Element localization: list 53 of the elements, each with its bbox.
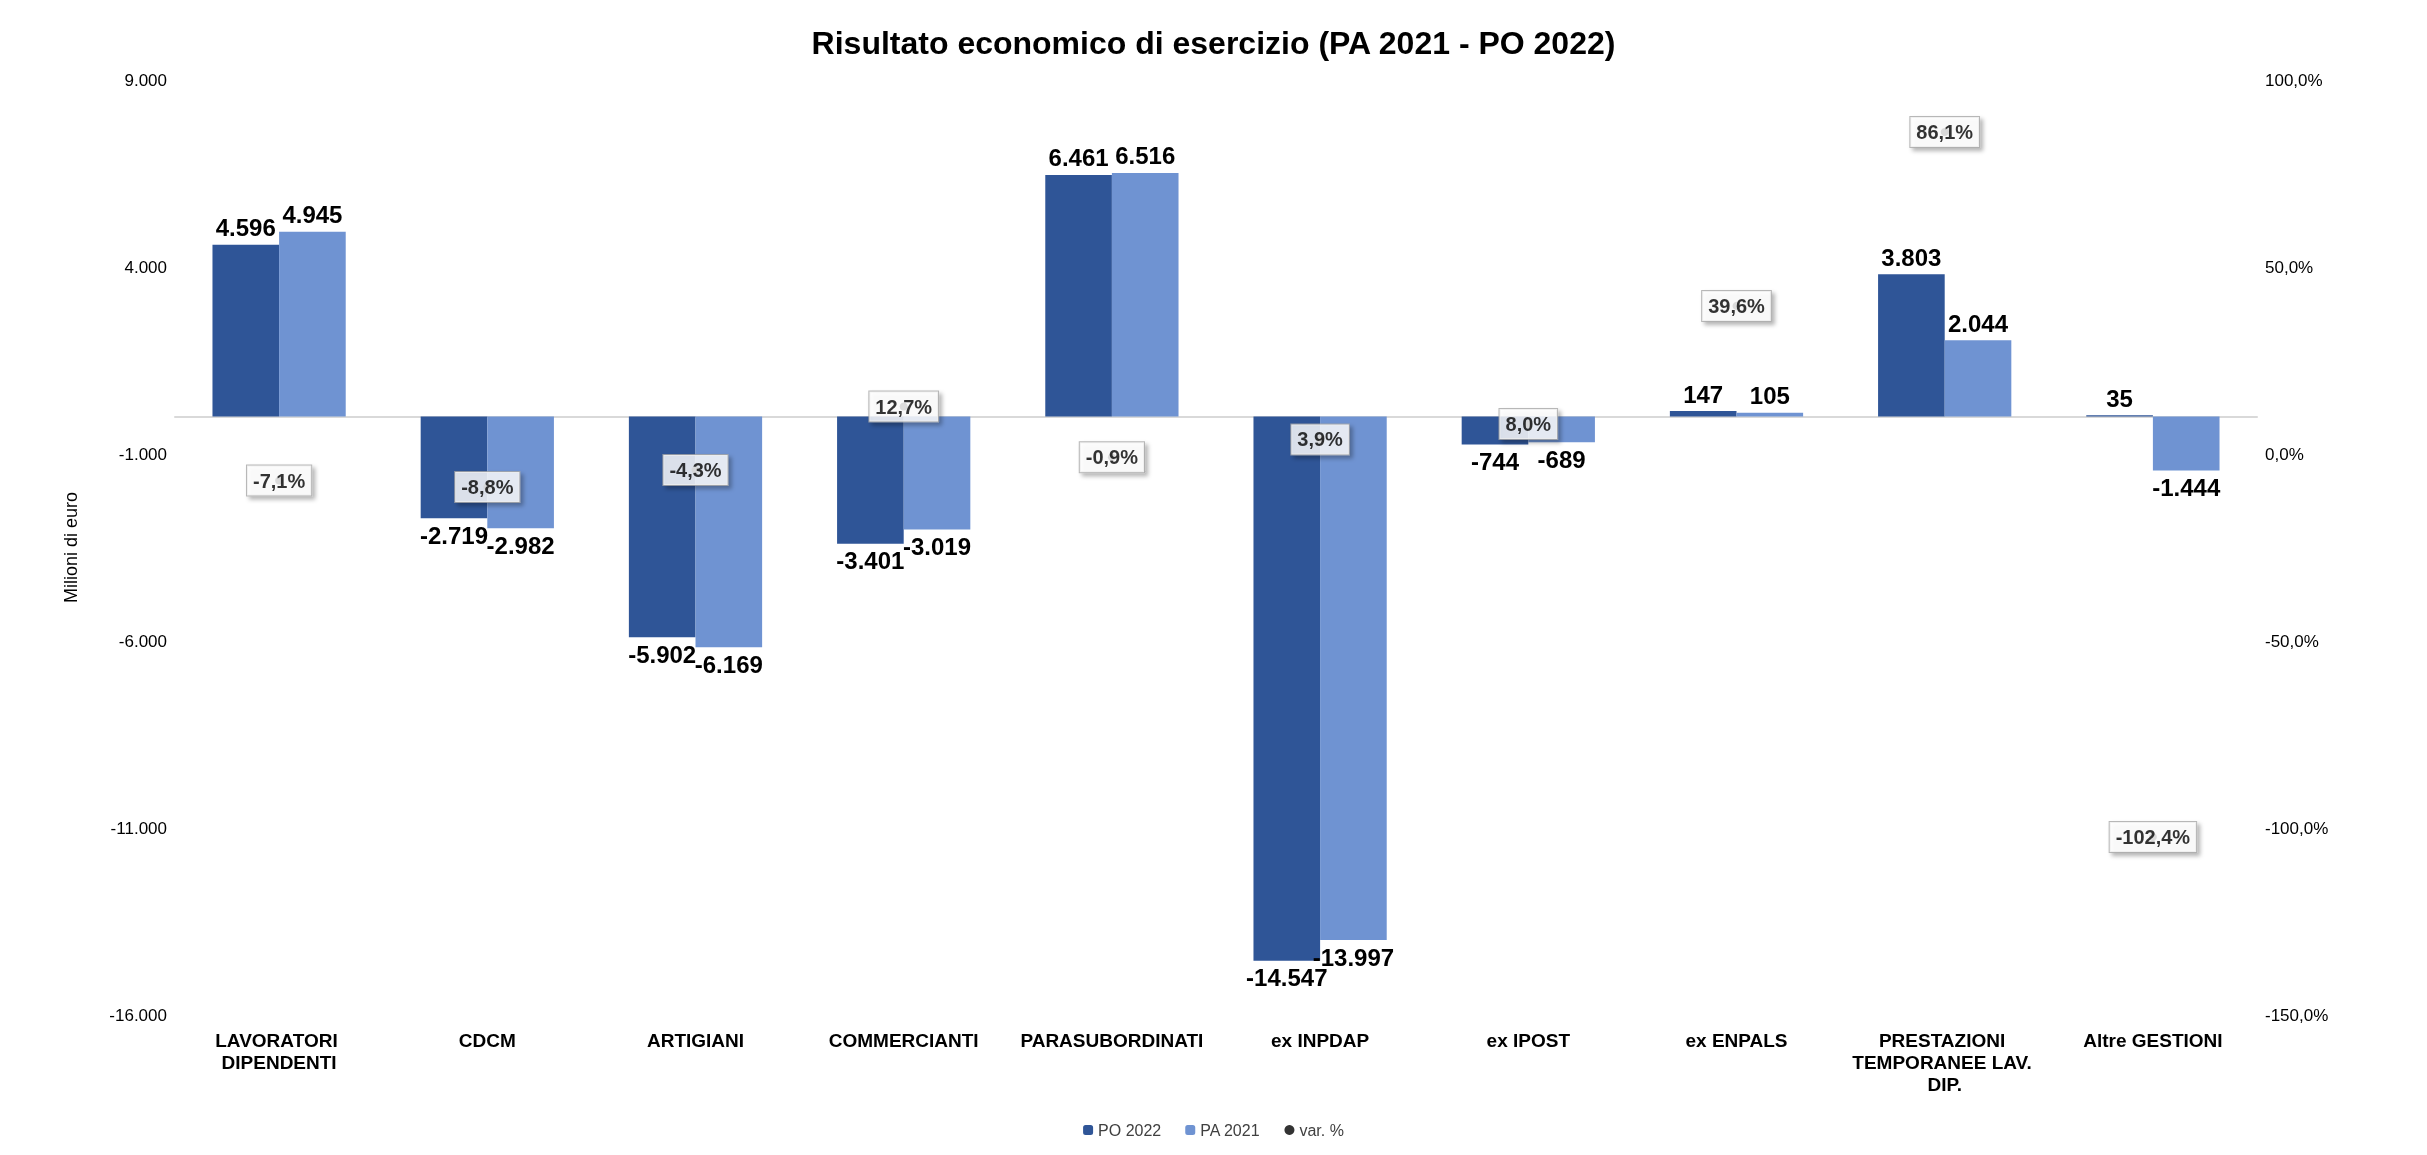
data-label: 12,7% <box>875 395 933 418</box>
data-label: -7,1% <box>252 469 306 492</box>
data-label: 3,9% <box>1297 428 1344 451</box>
x-tick-label: ex INPDAP <box>1271 1029 1370 1051</box>
data-label: 3.803 <box>1881 243 1942 271</box>
y2-tick-label: 100,0% <box>2265 70 2323 90</box>
y-axis-title: Milioni di euro <box>61 491 81 604</box>
x-tick-label: Altre GESTIONI <box>2083 1029 2223 1051</box>
x-tick-label: ex ENPALS <box>1685 1029 1788 1051</box>
data-label: 2.044 <box>1947 309 2009 337</box>
data-label: 8,0% <box>1505 413 1552 436</box>
y-tick-label: 4.000 <box>124 257 167 277</box>
data-label: -744 <box>1470 447 1520 475</box>
data-label: 6.516 <box>1115 142 1176 170</box>
data-label: -3.401 <box>836 547 905 575</box>
data-label: -4,3% <box>669 459 722 482</box>
legend-label: PO 2022 <box>1098 1121 1162 1139</box>
y2-tick-label: 0,0% <box>2265 444 2304 464</box>
y2-tick-label: -50,0% <box>2265 631 2319 651</box>
data-label: 86,1% <box>1916 120 1974 143</box>
legend-label: PA 2021 <box>1200 1121 1260 1139</box>
data-label: -6.169 <box>694 650 763 678</box>
legend-label: var. % <box>1299 1121 1344 1139</box>
x-tick-label: COMMERCIANTI <box>828 1029 979 1051</box>
data-label: -0,9% <box>1085 446 1139 469</box>
data-label: -8,8% <box>461 475 514 498</box>
y2-tick-label: -100,0% <box>2265 818 2329 838</box>
y-tick-label: -16.000 <box>109 1005 167 1025</box>
y2-tick-label: -150,0% <box>2265 1005 2329 1025</box>
data-label: 39,6% <box>1708 294 1766 317</box>
x-tick-label: CDCM <box>458 1029 516 1051</box>
data-label: -1.444 <box>2152 474 2221 502</box>
data-label: 6.461 <box>1048 144 1109 172</box>
y-tick-label: -1.000 <box>118 444 167 464</box>
y2-tick-label: 50,0% <box>2265 257 2314 277</box>
data-label: 4.945 <box>282 201 343 229</box>
y-tick-label: -6.000 <box>118 631 167 651</box>
x-tick-label: ex IPOST <box>1486 1029 1571 1051</box>
x-tick-label: LAVORATORI DIPENDENTI <box>215 1029 343 1073</box>
y-tick-label: -11.000 <box>110 818 167 838</box>
data-label: 4.596 <box>215 214 276 242</box>
x-tick-label: ARTIGIANI <box>646 1029 745 1051</box>
data-label: -102,4% <box>2115 825 2191 848</box>
data-label: 35 <box>2106 384 2133 412</box>
data-label: -2.982 <box>486 531 555 559</box>
chart-title: Risultato economico di esercizio (PA 2021 - PO 2022) <box>811 25 1616 61</box>
y-tick-label: 9.000 <box>124 70 167 90</box>
data-label: -689 <box>1537 445 1586 473</box>
data-label: -3.019 <box>902 533 972 561</box>
x-tick-label: PRESTAZIONI TEMPORANEE LAV. DIP. <box>1852 1029 2038 1095</box>
data-label: 147 <box>1683 380 1724 408</box>
x-tick-label: PARASUBORDINATI <box>1020 1029 1204 1051</box>
data-label: 105 <box>1749 382 1790 410</box>
